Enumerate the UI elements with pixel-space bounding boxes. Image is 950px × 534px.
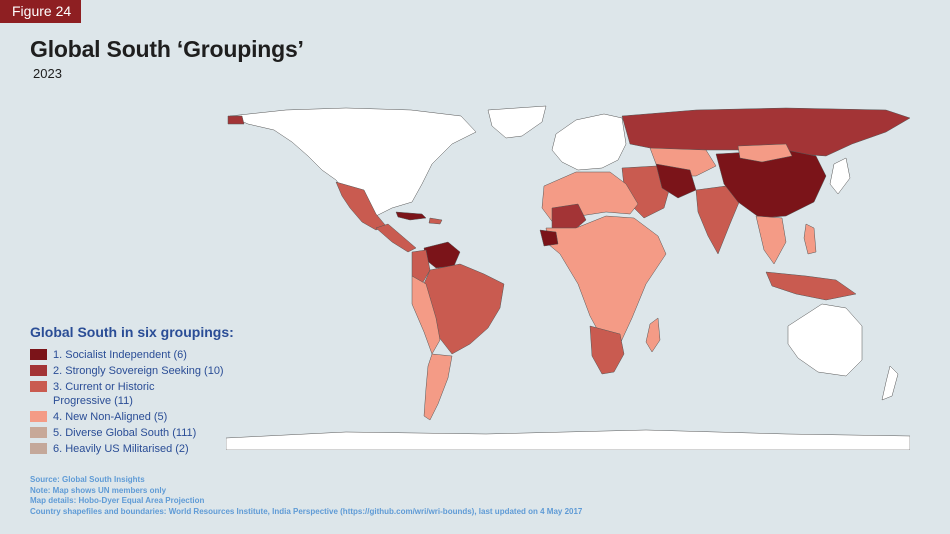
region-australia	[787, 303, 863, 377]
legend-swatch	[30, 427, 47, 438]
source-line: Source: Global South Insights	[30, 475, 145, 484]
region-new-zealand	[881, 365, 899, 401]
legend-label: 1. Socialist Independent (6)	[53, 349, 187, 361]
region-japan	[829, 157, 851, 195]
region-southern-africa	[589, 325, 625, 375]
region-iran	[655, 163, 697, 199]
region-europe	[551, 113, 627, 171]
legend-item-us-militarised: 6. Heavily US Militarised (2)	[30, 442, 250, 456]
region-west-africa-coast	[539, 229, 559, 247]
figure-label: Figure 24	[0, 0, 82, 23]
region-greenland	[487, 105, 547, 139]
note-line: Note: Map shows UN members only	[30, 485, 167, 495]
page-title: Global South ‘Groupings’	[30, 36, 304, 62]
region-chukotka	[227, 115, 245, 125]
region-philippines	[803, 223, 817, 255]
legend-label: 5. Diverse Global South (111)	[53, 427, 197, 439]
legend-item-new-non-aligned: 4. New Non-Aligned (5)	[30, 410, 250, 424]
legend-item-progressive: 3. Current or Historic Progressive (11)	[30, 380, 250, 408]
legend-swatch	[30, 411, 47, 422]
page-subtitle: 2023	[33, 66, 62, 81]
region-central-america	[375, 223, 417, 253]
region-andes-south	[411, 275, 441, 355]
region-central-africa	[545, 215, 667, 345]
legend-title: Global South in six groupings:	[30, 324, 234, 340]
legend-swatch	[30, 365, 47, 376]
region-colombia	[411, 249, 431, 285]
region-mongolia	[737, 143, 793, 163]
region-indonesia	[765, 271, 857, 301]
region-north-america	[229, 107, 477, 217]
legend-swatch	[30, 443, 47, 454]
legend-item-strongly-sovereign: 2. Strongly Sovereign Seeking (10)	[30, 364, 250, 378]
legend-label: 6. Heavily US Militarised (2)	[53, 443, 189, 455]
region-antarctica	[226, 429, 910, 450]
source-notes: Source: Global South Insights Note: Map …	[30, 475, 582, 517]
region-southeast-asia	[755, 215, 787, 265]
shapefile-credit-line: Country shapefiles and boundaries: World…	[30, 506, 583, 516]
legend-swatch	[30, 349, 47, 360]
region-sahel	[551, 203, 587, 233]
region-southern-cone	[423, 353, 453, 421]
map-details-line: Map details: Hobo-Dyer Equal Area Projec…	[30, 496, 205, 505]
legend-label: 3. Current or Historic Progressive (11)	[53, 381, 155, 407]
region-cuba	[395, 211, 427, 221]
region-madagascar	[645, 317, 661, 353]
world-map	[226, 105, 910, 450]
legend-label: 2. Strongly Sovereign Seeking (10)	[53, 365, 224, 377]
legend-swatch	[30, 381, 47, 392]
region-caribbean	[428, 217, 443, 225]
legend-item-socialist-independent: 1. Socialist Independent (6)	[30, 348, 250, 362]
region-mexico	[335, 181, 387, 231]
map-legend: Global South in six groupings: 1. Social…	[30, 324, 250, 458]
legend-item-diverse-global-south: 5. Diverse Global South (111)	[30, 426, 250, 440]
legend-label: 4. New Non-Aligned (5)	[53, 411, 168, 423]
region-china	[715, 149, 827, 219]
region-venezuela	[423, 241, 461, 269]
